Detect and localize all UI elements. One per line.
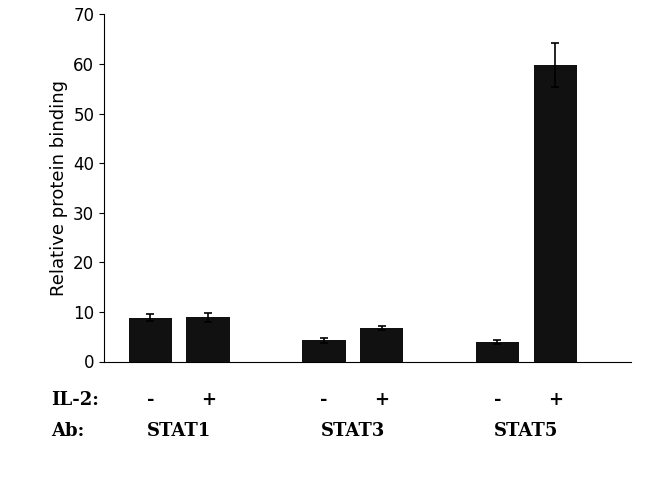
- Text: Ab:: Ab:: [51, 422, 84, 440]
- Y-axis label: Relative protein binding: Relative protein binding: [49, 80, 68, 296]
- Text: +: +: [374, 391, 389, 409]
- Text: STAT1: STAT1: [147, 422, 211, 440]
- Text: +: +: [201, 391, 216, 409]
- Bar: [534, 65, 577, 362]
- Bar: [476, 342, 519, 362]
- Text: -: -: [146, 391, 154, 409]
- Text: STAT5: STAT5: [494, 422, 558, 440]
- Text: +: +: [548, 391, 563, 409]
- Bar: [129, 318, 172, 362]
- Text: STAT3: STAT3: [320, 422, 385, 440]
- Bar: [302, 340, 346, 362]
- Bar: [360, 328, 404, 362]
- Text: IL-2:: IL-2:: [51, 391, 99, 409]
- Text: -: -: [494, 391, 501, 409]
- Bar: [187, 317, 230, 362]
- Text: -: -: [320, 391, 328, 409]
